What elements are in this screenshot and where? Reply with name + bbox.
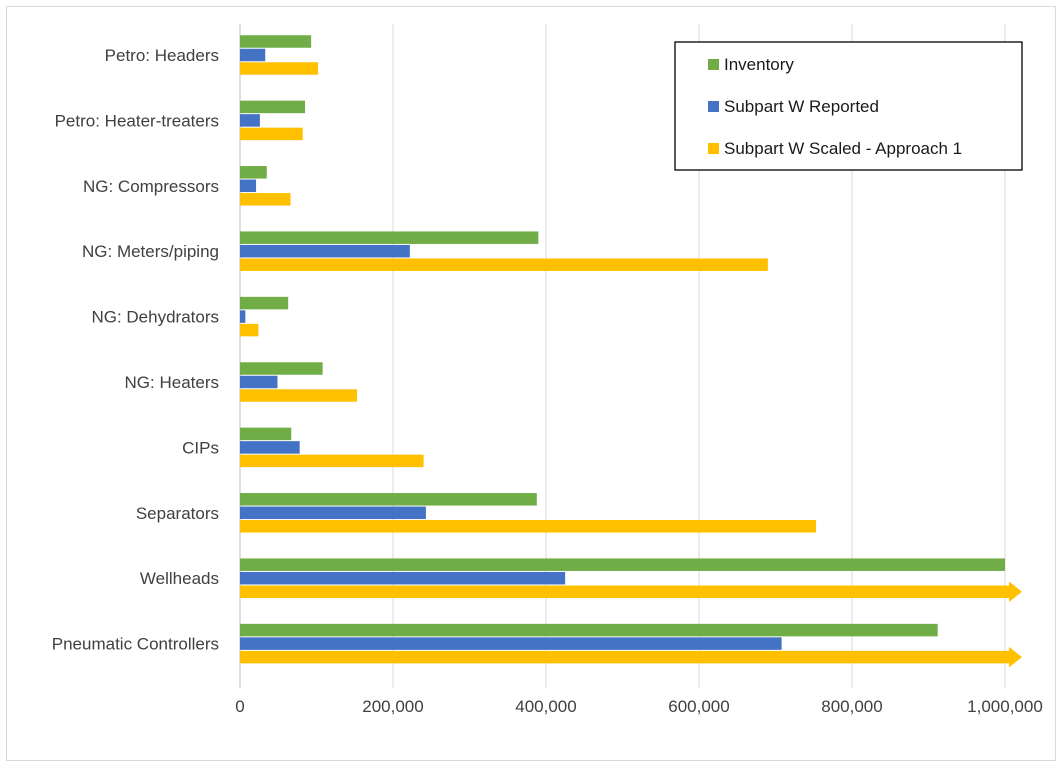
bar-subpart-w-scaled-approach-1-ng-heaters	[240, 389, 358, 402]
bar-subpart-w-reported-ng-heaters	[240, 375, 278, 389]
bar-subpart-w-scaled-approach-1-separators	[240, 520, 817, 533]
x-tick-labels: 0 200,000 400,000 600,000 800,000 1,000,000	[235, 697, 1043, 716]
bar-inventory-ng-dehydrators	[240, 296, 289, 310]
bar-subpart-w-scaled-approach-1-ng-compressors	[240, 193, 291, 206]
bar-subpart-w-scaled-approach-1-cips	[240, 454, 424, 468]
bar-inventory-ng-compressors	[240, 166, 267, 179]
bar-subpart-w-scaled-approach-1-petro-headers	[240, 62, 319, 75]
bar-subpart-w-scaled-approach-1-ng-meters-piping	[240, 258, 768, 271]
bar-inventory-ng-meters-piping	[240, 231, 539, 244]
x-tick-label: 800,000	[821, 697, 882, 716]
category-label: NG: Dehydrators	[91, 308, 219, 327]
category-label: CIPs	[182, 438, 219, 457]
legend-label-inventory: Inventory	[724, 55, 794, 74]
x-tick-label: 1,000,000	[967, 697, 1043, 716]
category-label: Wellheads	[140, 569, 219, 588]
category-label: NG: Meters/piping	[82, 242, 219, 261]
bar-subpart-w-scaled-approach-1-pneumatic-controllers	[240, 646, 1022, 668]
bar-subpart-w-reported-cips	[240, 441, 300, 454]
bar-inventory-pneumatic-controllers	[240, 623, 938, 637]
legend-label-subpart-w-reported: Subpart W Reported	[724, 97, 879, 116]
bar-subpart-w-reported-wellheads	[240, 571, 566, 585]
x-tick-label: 600,000	[668, 697, 729, 716]
bar-subpart-w-reported-petro-headers	[240, 48, 266, 62]
category-label: Petro: Headers	[105, 46, 219, 65]
bar-subpart-w-reported-ng-meters-piping	[240, 244, 410, 258]
category-label: Pneumatic Controllers	[52, 635, 219, 654]
category-label: Petro: Heater-treaters	[55, 111, 219, 130]
legend-swatch-inventory	[708, 59, 719, 70]
x-tick-label: 200,000	[362, 697, 423, 716]
bar-inventory-petro-heater-treaters	[240, 100, 306, 114]
bar-subpart-w-scaled-approach-1-wellheads	[240, 581, 1022, 602]
category-label: NG: Compressors	[83, 177, 219, 196]
bars	[240, 35, 1022, 668]
bar-inventory-petro-headers	[240, 35, 312, 48]
bar-subpart-w-reported-petro-heater-treaters	[240, 114, 260, 127]
bar-inventory-cips	[240, 427, 292, 441]
bar-subpart-w-scaled-approach-1-petro-heater-treaters	[240, 127, 303, 141]
bar-subpart-w-reported-ng-compressors	[240, 179, 257, 193]
x-tick-label: 400,000	[515, 697, 576, 716]
bar-inventory-ng-heaters	[240, 362, 323, 375]
legend-swatch-subpart-w-reported	[708, 101, 719, 112]
legend: Inventory Subpart W Reported Subpart W Sca…	[674, 41, 1023, 171]
category-label: Separators	[136, 504, 219, 523]
bar-subpart-w-reported-separators	[240, 506, 426, 520]
legend-box	[674, 41, 1023, 171]
bar-inventory-separators	[240, 493, 537, 506]
bar-subpart-w-reported-ng-dehydrators	[240, 310, 246, 323]
legend-swatch-subpart-w-scaled-approach-1	[708, 143, 719, 154]
bar-inventory-wellheads	[240, 558, 1005, 571]
category-label: NG: Heaters	[125, 373, 219, 392]
bar-subpart-w-reported-pneumatic-controllers	[240, 637, 782, 650]
x-tick-label: 0	[235, 697, 244, 716]
legend-label-subpart-w-scaled-approach-1: Subpart W Scaled - Approach 1	[724, 139, 962, 158]
category-labels: Petro: Headers Petro: Heater-treaters NG: …	[52, 46, 219, 654]
bar-subpart-w-scaled-approach-1-ng-dehydrators	[240, 323, 259, 337]
